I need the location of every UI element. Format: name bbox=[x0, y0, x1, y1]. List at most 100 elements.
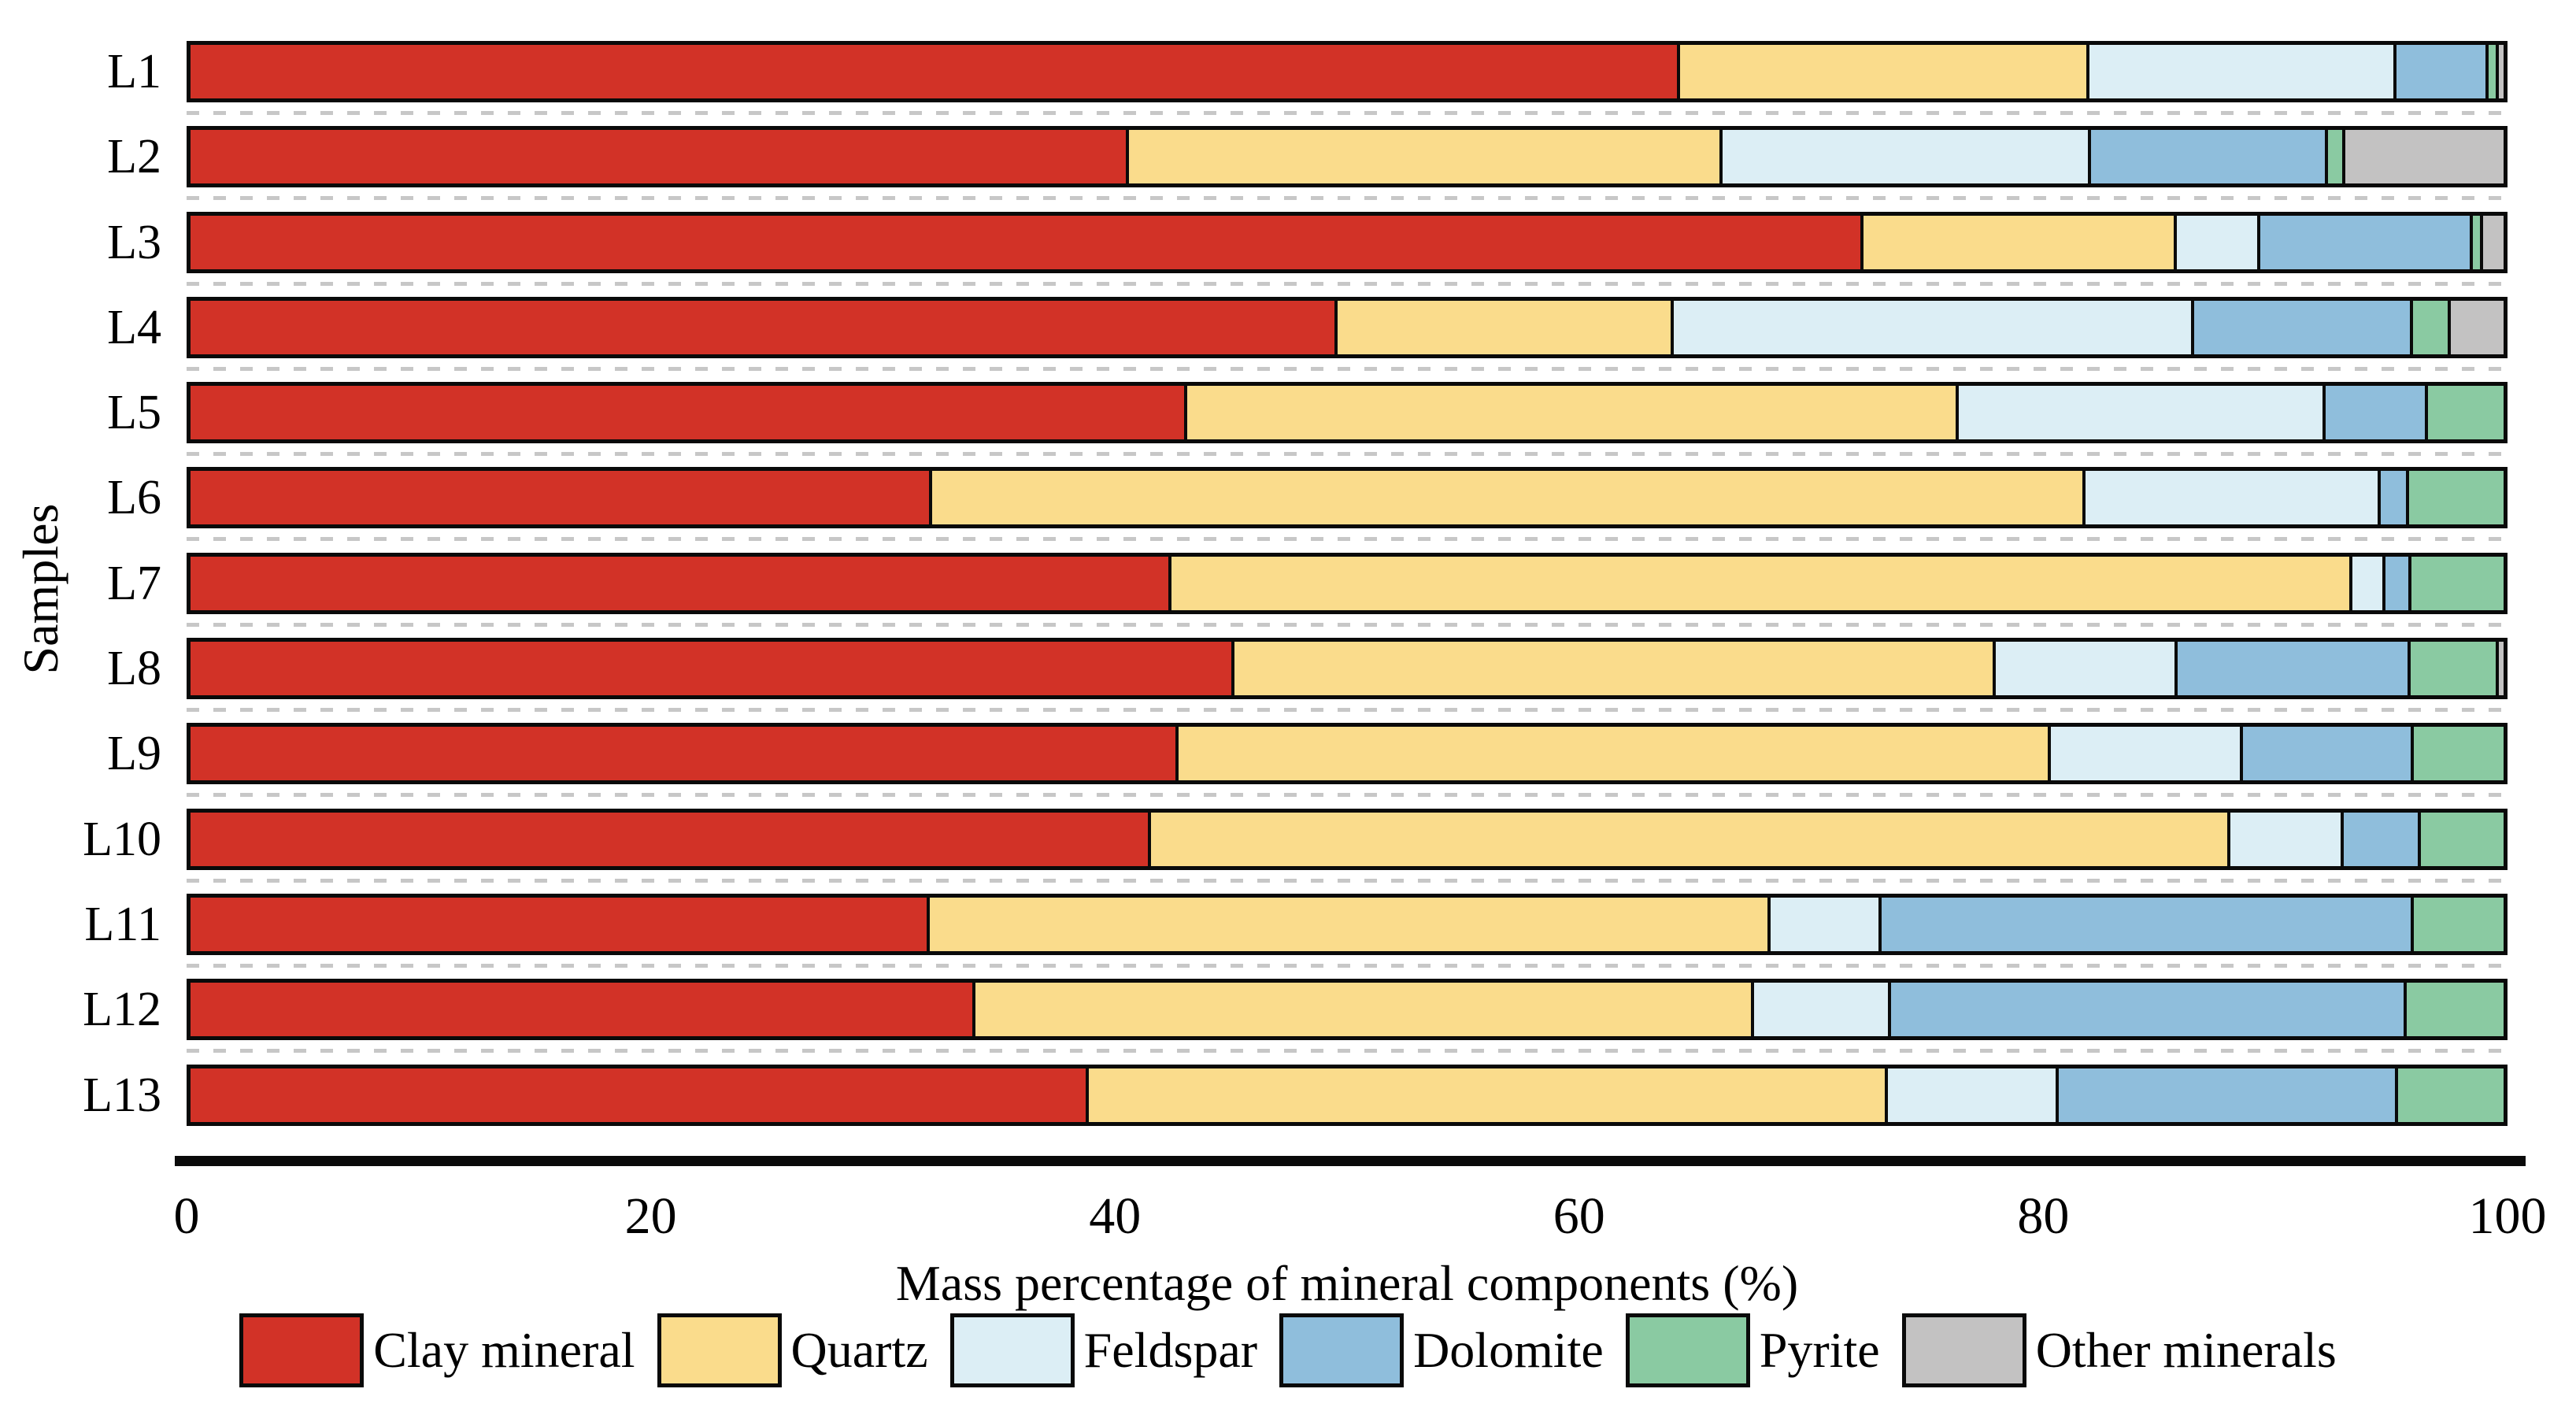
bar-segment-feldspar bbox=[2227, 812, 2341, 866]
sample-label-L10: L10 bbox=[83, 812, 161, 866]
bar-segment-clay-mineral bbox=[191, 727, 1175, 781]
stacked-bar-L7 bbox=[187, 552, 2508, 614]
x-axis-ticks: 0 20 40 60 80 100 bbox=[174, 1187, 2547, 1254]
stacked-bar-L2 bbox=[187, 126, 2508, 188]
row-separator-dashed-line bbox=[187, 622, 2508, 627]
bar-segment-dolomite bbox=[2174, 642, 2408, 696]
bar-segment-feldspar bbox=[2086, 45, 2393, 98]
bar-segment-dolomite bbox=[2341, 812, 2418, 866]
sample-label-L7: L7 bbox=[107, 556, 161, 610]
bar-segment-pyrite bbox=[2406, 471, 2504, 525]
sample-label-L11: L11 bbox=[84, 897, 161, 951]
sample-label-L9: L9 bbox=[107, 727, 161, 781]
bar-segment-pyrite bbox=[2424, 386, 2504, 440]
bar-segment-clay-mineral bbox=[191, 812, 1148, 866]
bar-segment-pyrite bbox=[2410, 300, 2448, 354]
bar-segment-quartz bbox=[1085, 1068, 1885, 1122]
row-separator-dashed-line bbox=[187, 1049, 2508, 1054]
stacked-bar-L3 bbox=[187, 211, 2508, 273]
bar-row-L2: L2 bbox=[107, 126, 2508, 211]
bar-segment-quartz bbox=[1334, 300, 1671, 354]
legend-swatch-feldspar bbox=[949, 1313, 1075, 1387]
row-separator-dashed-line bbox=[187, 281, 2508, 286]
chart-legend: Clay mineral Quartz Feldspar Dolomite Pyrite… bbox=[0, 1313, 2576, 1387]
bar-row-L6: L6 bbox=[107, 467, 2508, 552]
bar-segment-clay-mineral bbox=[191, 556, 1168, 610]
legend-item-other-minerals: Other minerals bbox=[1901, 1313, 2337, 1387]
sample-label-L13: L13 bbox=[83, 1068, 161, 1122]
row-separator-dashed-line bbox=[187, 537, 2508, 542]
bar-segment-pyrite bbox=[2469, 215, 2480, 269]
bar-row-L13: L13 bbox=[83, 1064, 2508, 1150]
bar-segment-quartz bbox=[1168, 556, 2349, 610]
bar-segment-pyrite bbox=[2417, 812, 2504, 866]
sample-label-L6: L6 bbox=[107, 471, 161, 525]
legend-label: Clay mineral bbox=[373, 1322, 635, 1378]
bar-segment-clay-mineral bbox=[191, 300, 1335, 354]
bar-segment-quartz bbox=[1125, 130, 1719, 184]
bar-row-L11: L11 bbox=[84, 893, 2508, 979]
plot-area: L1 L2 L3 L4 L5 L6 L7 L8 L9 L10 L11 L12 L13 bbox=[83, 41, 2508, 1150]
bar-segment-other-minerals bbox=[2496, 45, 2504, 98]
legend-swatch-other-minerals bbox=[1901, 1313, 2026, 1387]
bar-row-L1: L1 bbox=[107, 41, 2508, 126]
bar-segment-other-minerals bbox=[2447, 300, 2504, 354]
bar-row-L12: L12 bbox=[83, 979, 2508, 1064]
row-separator-dashed-line bbox=[187, 452, 2508, 457]
legend-swatch-pyrite bbox=[1625, 1313, 1750, 1387]
legend-item-pyrite: Pyrite bbox=[1625, 1313, 1880, 1387]
stacked-bar-L12 bbox=[187, 979, 2508, 1041]
sample-label-L12: L12 bbox=[83, 983, 161, 1037]
x-tick-label-60: 60 bbox=[1553, 1187, 1605, 1245]
bar-segment-clay-mineral bbox=[191, 130, 1126, 184]
bar-row-L8: L8 bbox=[107, 638, 2508, 723]
sample-label-L2: L2 bbox=[107, 130, 161, 184]
bar-row-L5: L5 bbox=[107, 382, 2508, 467]
x-tick-label-0: 0 bbox=[173, 1187, 200, 1245]
bar-segment-quartz bbox=[1231, 642, 1993, 696]
bar-segment-dolomite bbox=[2257, 215, 2470, 269]
bar-segment-dolomite bbox=[2055, 1068, 2395, 1122]
x-tick-label-80: 80 bbox=[2017, 1187, 2070, 1245]
bar-segment-pyrite bbox=[2408, 556, 2504, 610]
bar-segment-quartz bbox=[1147, 812, 2228, 866]
bar-segment-quartz bbox=[927, 897, 1767, 951]
bar-segment-feldspar bbox=[1751, 983, 1888, 1037]
bar-segment-clay-mineral bbox=[191, 471, 929, 525]
bar-row-L10: L10 bbox=[83, 808, 2508, 894]
bar-segment-quartz bbox=[1676, 45, 2087, 98]
bar-segment-feldspar bbox=[2174, 215, 2258, 269]
bar-segment-feldspar bbox=[1767, 897, 1878, 951]
stacked-bar-L9 bbox=[187, 723, 2508, 785]
row-separator-dashed-line bbox=[187, 196, 2508, 201]
bar-segment-feldspar bbox=[1884, 1068, 2056, 1122]
bar-segment-pyrite bbox=[2485, 45, 2496, 98]
stacked-bar-L10 bbox=[187, 808, 2508, 870]
row-separator-dashed-line bbox=[187, 963, 2508, 968]
bar-segment-clay-mineral bbox=[191, 386, 1185, 440]
bar-segment-quartz bbox=[1860, 215, 2174, 269]
bar-segment-dolomite bbox=[2087, 130, 2326, 184]
bar-segment-feldspar bbox=[2082, 471, 2378, 525]
bar-segment-pyrite bbox=[2408, 642, 2496, 696]
legend-swatch-quartz bbox=[657, 1313, 782, 1387]
bar-segment-dolomite bbox=[1887, 983, 2404, 1037]
bar-segment-clay-mineral bbox=[191, 983, 973, 1037]
bar-segment-feldspar bbox=[1671, 300, 2191, 354]
row-separator-dashed-line bbox=[187, 878, 2508, 883]
stacked-bar-L8 bbox=[187, 638, 2508, 700]
x-tick-label-40: 40 bbox=[1089, 1187, 1142, 1245]
bar-segment-quartz bbox=[972, 983, 1752, 1037]
bar-segment-other-minerals bbox=[2479, 215, 2504, 269]
bar-segment-feldspar bbox=[1719, 130, 2088, 184]
bar-segment-dolomite bbox=[2239, 727, 2411, 781]
stacked-bar-L13 bbox=[187, 1064, 2508, 1126]
x-axis-line bbox=[175, 1156, 2526, 1166]
bar-segment-quartz bbox=[928, 471, 2082, 525]
bar-row-L4: L4 bbox=[107, 296, 2508, 382]
x-tick-label-20: 20 bbox=[624, 1187, 677, 1245]
legend-item-feldspar: Feldspar bbox=[949, 1313, 1257, 1387]
x-tick-label-100: 100 bbox=[2468, 1187, 2547, 1245]
bar-segment-feldspar bbox=[2048, 727, 2240, 781]
